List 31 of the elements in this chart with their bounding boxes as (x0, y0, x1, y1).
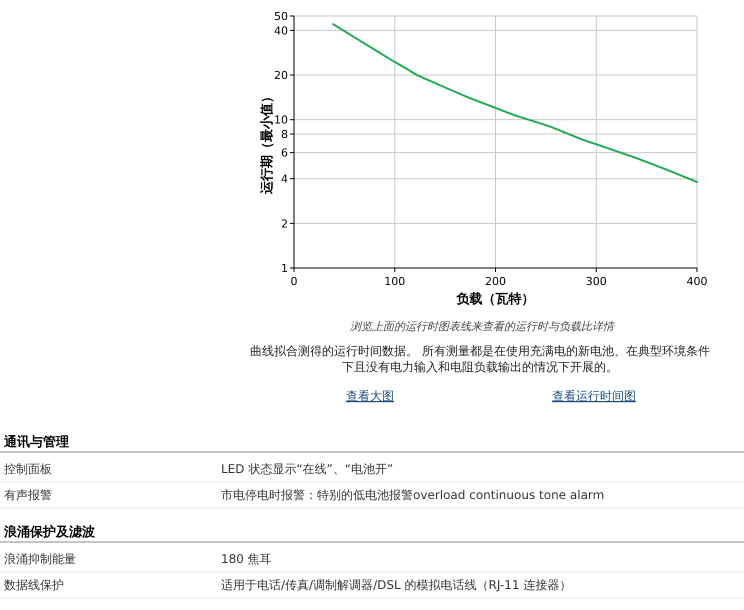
y-axis-title: 运行期（最小值） (259, 90, 275, 195)
x-tick-label: 0 (290, 275, 298, 288)
line-series (332, 23, 698, 184)
text: 浪涌保护及滤波 (3, 524, 96, 540)
category-label: 数据线保护 (4, 578, 64, 592)
category-label: 控制面板 (4, 462, 52, 476)
x-axis-title: 负载（瓦特） (456, 292, 534, 307)
x-tick-label: 100 (384, 275, 406, 288)
category-label: 适用于电话/传真/调制解调器/DSL 的模拟电话线（RJ-11 连接器） (221, 578, 572, 592)
text: 通讯与管理 (3, 434, 69, 450)
y-tick-label: 6 (281, 146, 288, 160)
text: 查看运行时间图 (552, 389, 636, 403)
y-tick-label: 2 (281, 217, 288, 230)
y-tick-label: 1 (281, 262, 288, 275)
x-tick-label: 300 (586, 275, 607, 288)
text: 曲线拟合测得的运行时间数据。 所有测量都是在使用充满电的新电池、在典型环境条件下且没有电力输入和电阻负载输出的情况下开展的。 (250, 343, 710, 375)
category-label: 市电停电时报警：特别的低电池报警overload continuous tone alarm (221, 488, 604, 502)
y-tick-label: 20 (274, 69, 288, 82)
category-label: LED 状态显示“在线”、“电池开” (221, 462, 394, 476)
category-label: 有声报警 (4, 488, 52, 502)
text: 查看大图 (346, 389, 394, 403)
y-tick-label: 40 (274, 24, 288, 38)
category-label: 浪涌抑制能量 (4, 552, 76, 566)
text: 浏览上面的运行时图表线来查看的运行时与负载比详情 (350, 320, 616, 333)
y-tick-label: 10 (274, 114, 288, 127)
x-tick-label: 200 (485, 275, 506, 288)
y-tick-label: 50 (274, 10, 288, 23)
y-tick-label: 8 (281, 128, 288, 142)
y-tick-label: 4 (281, 172, 288, 186)
x-tick-label: 400 (686, 275, 708, 288)
category-label: 180 焦耳 (221, 552, 272, 566)
